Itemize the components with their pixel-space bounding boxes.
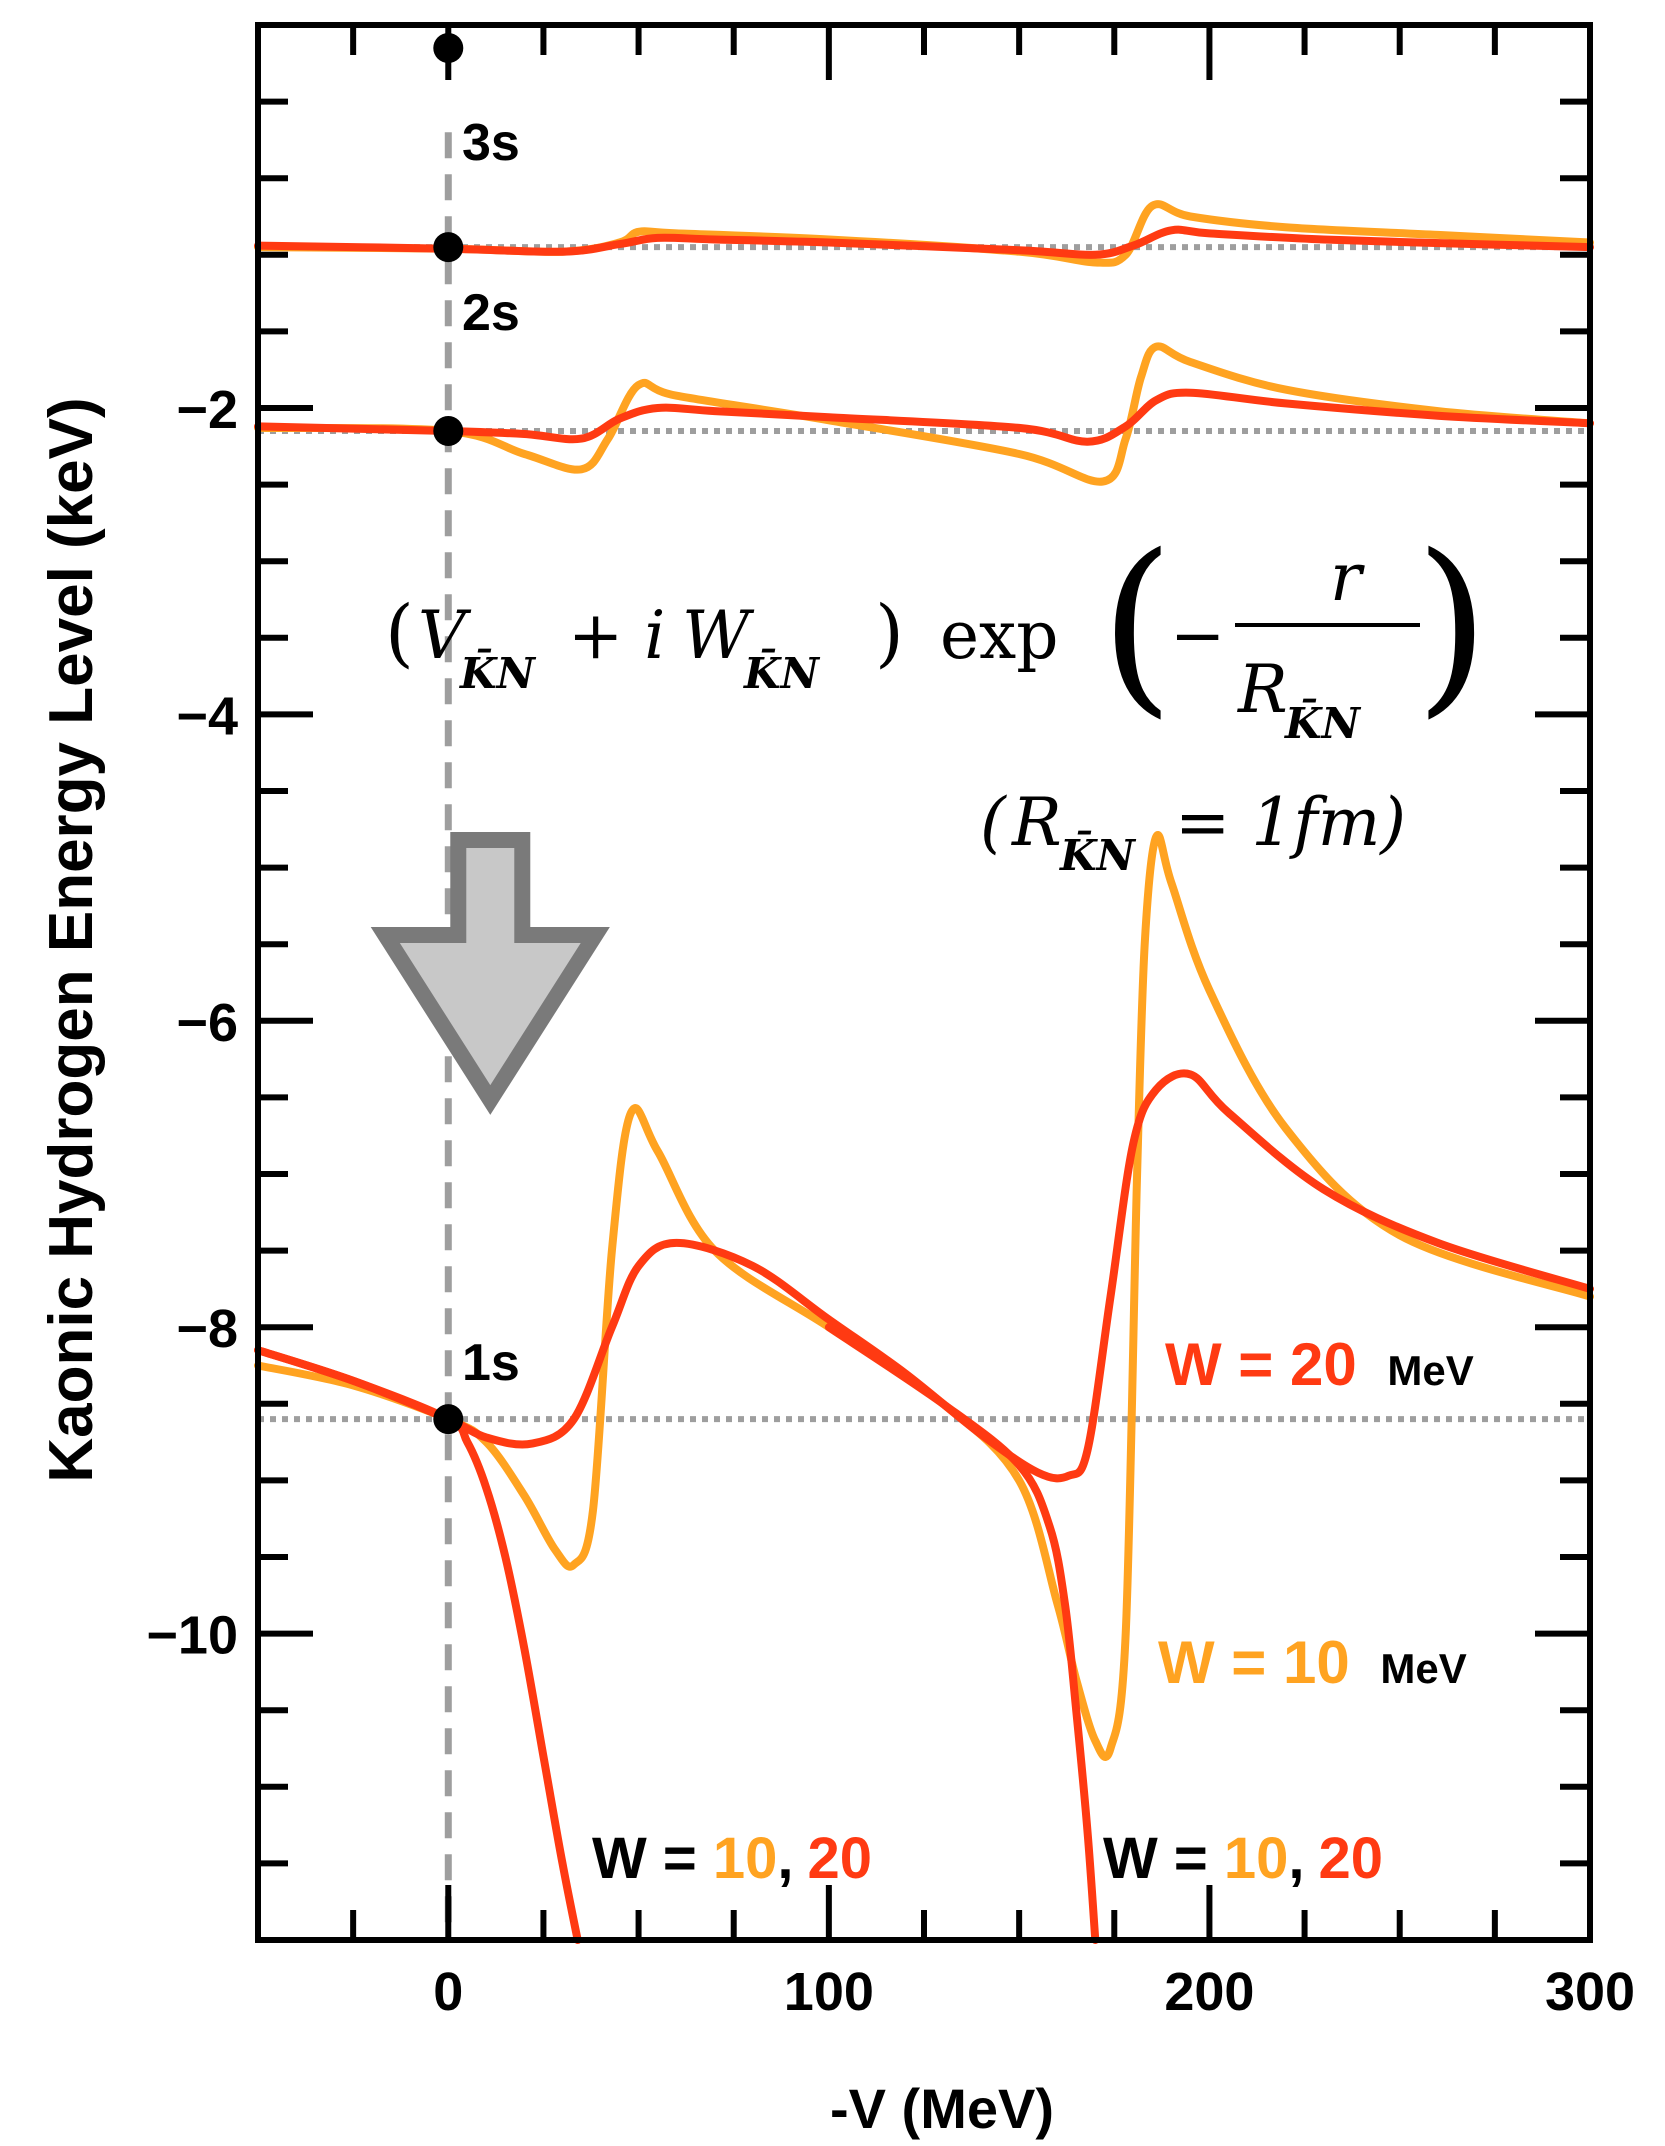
w20-value: W = 20 [1165,1331,1357,1398]
down-arrow-icon [370,832,610,1115]
x-tick-label: 300 [1545,1962,1635,2022]
x-tick-label: 200 [1164,1962,1254,2022]
formula-v-subscript: K̄N [459,647,537,698]
w-both-20: 20 [807,1826,872,1891]
formula-close-paren: ) [875,590,904,676]
series-line-w10-2s [254,342,1594,486]
potential-formula: ( V K̄N + i W K̄N ) exp ( − r R K̄N ) ( … [385,514,1489,880]
y-tick-label: −2 [176,380,238,440]
label-3s: 3s [462,114,520,172]
y-tick-label: −8 [176,1299,238,1359]
w-both-label-left: W = 10, 20 [592,1826,872,1891]
w20-label: W = 20 MeV [1165,1331,1474,1398]
w-both-20: 20 [1318,1826,1383,1891]
formula-big-open-paren: ( [1100,514,1174,735]
series-line-w10-1s [254,831,1594,1761]
formula-r-value-R: R [1011,784,1062,861]
formula-R: R [1237,651,1288,728]
label-2s: 2s [462,284,520,342]
series-line-w20-1s-dive-1 [254,1346,582,1944]
formula-w: W [682,597,755,674]
w20-unit: MeV [1387,1347,1473,1394]
formula-w-subscript: K̄N [743,647,821,698]
w-both-10: 10 [1224,1826,1289,1891]
y-axis-title: Kaonic Hydrogen Energy Level (keV) [37,397,106,1482]
series-line-w20-2s [254,388,1594,446]
formula-R-subscript: K̄N [1284,697,1362,748]
formula-r-value-open: ( [980,784,1007,861]
formula-r: r [1330,539,1365,616]
series-lines [254,200,1594,1944]
w-both-comma: , [777,1826,793,1891]
formula-exp: exp [940,597,1059,674]
formula-r-value-subscript: K̄N [1059,829,1137,880]
level-marker-dot [433,415,464,446]
formula-minus: − [1170,597,1225,674]
series-line-w20-3s [254,225,1594,259]
x-tick-label: 0 [433,1962,463,2022]
formula-v: V [418,597,472,674]
series-line-w20-1s-dive-2 [824,1323,1100,1944]
w-both-prefix: W = [592,1826,713,1891]
y-tick-label: −4 [176,686,238,746]
axis-ticks: 0 100 200 300−2−4−6−8−10 [146,22,1635,2022]
y-tick-label: −6 [176,993,238,1053]
w10-value: W = 10 [1158,1629,1350,1696]
formula-plus-i: + i [568,597,665,674]
label-1s: 1s [462,1334,520,1392]
x-tick-label: 100 [784,1962,874,2022]
plot-frame [255,22,1593,1943]
level-marker-dot [433,232,464,263]
w10-unit: MeV [1380,1645,1466,1692]
w-both-10: 10 [713,1826,778,1891]
level-markers [433,32,464,1435]
w-both-label-right: W = 10, 20 [1103,1826,1383,1891]
w-both-prefix: W = [1103,1826,1224,1891]
formula-r-value-eq: = 1fm) [1175,784,1406,861]
formula-open-paren: ( [385,590,414,676]
w10-label: W = 10 MeV [1158,1629,1467,1696]
formula-big-close-paren: ) [1415,514,1489,735]
y-tick-label: −10 [146,1606,238,1666]
level-marker-dot [433,1404,464,1435]
w-both-comma: , [1288,1826,1304,1891]
x-axis-title: -V (MeV) [830,2077,1054,2140]
